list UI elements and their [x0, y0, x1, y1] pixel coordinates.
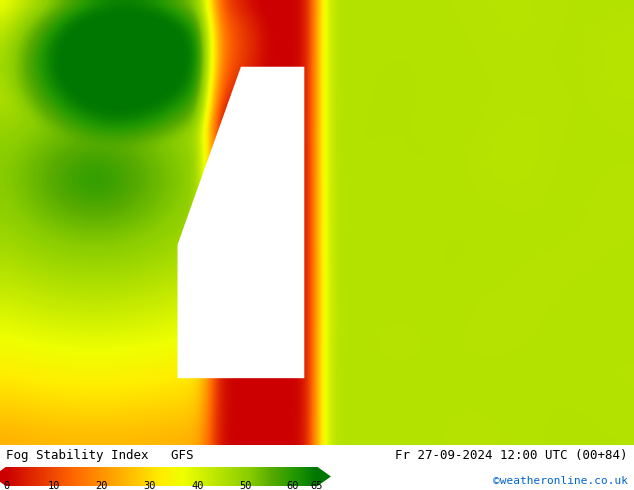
Text: 60: 60 [287, 481, 299, 490]
Text: 20: 20 [96, 481, 108, 490]
Text: ©weatheronline.co.uk: ©weatheronline.co.uk [493, 476, 628, 487]
Text: 40: 40 [191, 481, 204, 490]
Polygon shape [317, 466, 331, 487]
Text: 65: 65 [311, 481, 323, 490]
Polygon shape [178, 67, 304, 378]
Text: 10: 10 [48, 481, 60, 490]
Polygon shape [0, 466, 6, 487]
Text: Fog Stability Index   GFS: Fog Stability Index GFS [6, 448, 194, 462]
Text: 50: 50 [239, 481, 252, 490]
Text: 30: 30 [143, 481, 156, 490]
Text: 0: 0 [3, 481, 10, 490]
Text: Fr 27-09-2024 12:00 UTC (00+84): Fr 27-09-2024 12:00 UTC (00+84) [395, 448, 628, 462]
